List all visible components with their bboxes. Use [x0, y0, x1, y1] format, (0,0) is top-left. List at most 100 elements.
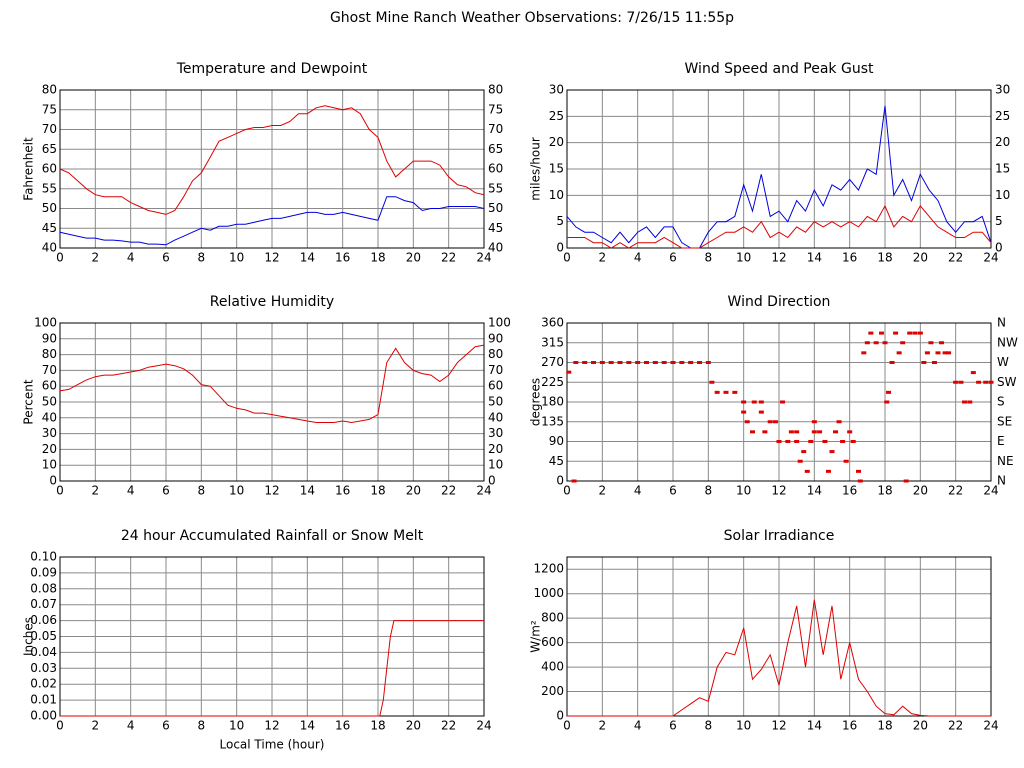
data-point — [599, 361, 605, 364]
panel-title: Solar Irradiance — [724, 528, 835, 544]
data-point — [741, 410, 747, 414]
x-tick-label: 12 — [771, 484, 786, 498]
x-tick-label: 24 — [476, 484, 491, 498]
data-point — [850, 440, 856, 443]
data-point — [882, 341, 888, 345]
data-point — [864, 341, 870, 345]
y-axis-label: Percent — [22, 379, 36, 424]
data-point — [767, 420, 773, 424]
x-tick-label: 20 — [913, 719, 928, 733]
y2-tick-label: 65 — [488, 142, 503, 156]
y2-tick-label: 0 — [995, 241, 1003, 255]
y-tick-label: 5 — [556, 214, 564, 228]
data-point — [811, 420, 817, 424]
x-tick-label: 22 — [441, 719, 456, 733]
y-tick-label: 0.10 — [30, 550, 57, 564]
y-tick-label: 0.05 — [30, 629, 57, 643]
y-tick-label: 0.00 — [30, 709, 57, 723]
x-tick-label: 6 — [669, 719, 677, 733]
x-tick-label: 22 — [441, 251, 456, 265]
data-point — [635, 361, 641, 364]
x-tick-label: 18 — [370, 719, 385, 733]
x-tick-label: 10 — [736, 719, 751, 733]
y2-tick-label: 40 — [488, 410, 503, 424]
y2-tick-label: 70 — [488, 363, 503, 377]
y2-tick-label: 60 — [488, 162, 503, 176]
x-tick-label: 10 — [736, 251, 751, 265]
y2-tick-label: NE — [997, 454, 1014, 468]
x-tick-label: 10 — [229, 719, 244, 733]
data-point — [566, 370, 572, 374]
x-tick-label: 20 — [913, 251, 928, 265]
y-tick-label: 20 — [549, 135, 564, 149]
data-point — [762, 430, 768, 434]
x-tick-label: 2 — [92, 484, 100, 498]
data-point — [751, 400, 757, 404]
y2-tick-label: E — [997, 434, 1005, 448]
y2-tick-label: 80 — [488, 83, 503, 97]
data-point — [758, 410, 764, 414]
data-point — [928, 341, 934, 345]
y-tick-label: 80 — [42, 83, 57, 97]
y-tick-label: 80 — [42, 347, 57, 361]
plot-frame — [566, 322, 992, 482]
y-tick-label: 0.02 — [30, 677, 57, 691]
x-tick-label: 18 — [877, 251, 892, 265]
x-tick-label: 2 — [92, 719, 100, 733]
x-tick-label: 22 — [441, 484, 456, 498]
x-tick-label: 24 — [983, 251, 998, 265]
x-tick-label: 14 — [807, 719, 822, 733]
x-tick-label: 0 — [563, 251, 571, 265]
x-tick-label: 22 — [948, 251, 963, 265]
x-tick-label: 16 — [842, 719, 857, 733]
y-tick-label: 30 — [549, 83, 564, 97]
y-tick-label: 65 — [42, 142, 57, 156]
data-point — [822, 440, 828, 443]
y-tick-label: 15 — [549, 162, 564, 176]
x-tick-label: 8 — [198, 719, 206, 733]
x-tick-label: 8 — [198, 484, 206, 498]
data-point — [856, 469, 861, 473]
data-point — [794, 430, 800, 434]
data-point — [912, 331, 918, 335]
plot-frame — [566, 556, 992, 717]
x-tick-label: 14 — [300, 251, 315, 265]
data-point — [917, 331, 923, 335]
data-point — [976, 380, 982, 384]
y-tick-label: 0.01 — [30, 693, 57, 707]
data-point — [840, 440, 846, 443]
data-point — [931, 361, 937, 364]
data-point — [868, 331, 874, 335]
data-point — [857, 479, 863, 483]
data-point — [741, 400, 747, 404]
data-point — [608, 361, 614, 364]
data-point — [811, 430, 817, 434]
y-tick-label: 200 — [541, 684, 564, 698]
y-tick-label: 70 — [42, 122, 57, 136]
x-tick-label: 4 — [634, 719, 642, 733]
x-tick-label: 8 — [705, 251, 713, 265]
y-tick-label: 90 — [42, 331, 57, 345]
y2-tick-label: 50 — [488, 201, 503, 215]
y2-tick-label: 20 — [488, 442, 503, 456]
y2-tick-label: 10 — [995, 188, 1010, 202]
x-tick-label: 8 — [705, 484, 713, 498]
x-tick-label: 4 — [634, 251, 642, 265]
y-tick-label: 100 — [34, 316, 57, 330]
data-point — [833, 430, 839, 434]
x-tick-label: 4 — [127, 719, 135, 733]
y-tick-label: 0 — [49, 474, 57, 488]
data-point — [797, 459, 803, 463]
y-axis-label: Inches — [22, 617, 36, 656]
data-point — [644, 361, 649, 364]
y-tick-label: 55 — [42, 181, 57, 195]
data-point — [573, 361, 579, 364]
data-point — [626, 361, 632, 364]
y2-tick-label: N — [997, 316, 1006, 330]
data-point — [962, 400, 967, 404]
y-tick-label: 225 — [541, 375, 564, 389]
y-tick-label: 10 — [549, 188, 564, 202]
data-point — [582, 361, 588, 364]
